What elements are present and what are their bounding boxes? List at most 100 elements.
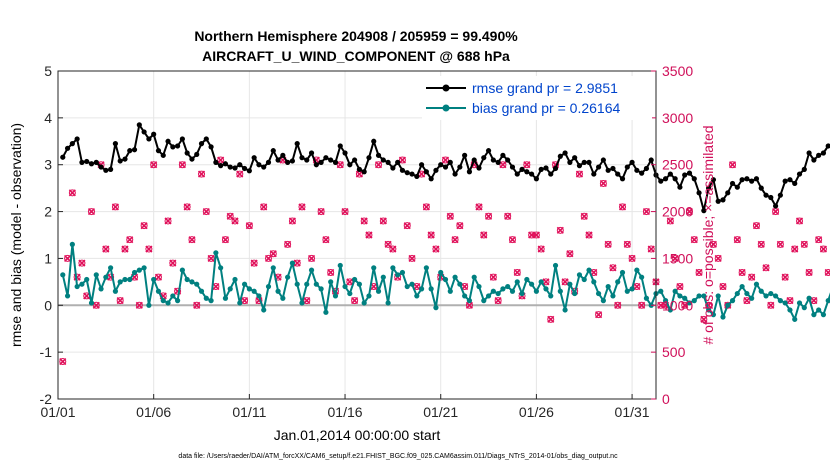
obs-assimilated-marker <box>432 245 440 253</box>
rmse-point <box>399 167 406 173</box>
x-tick-label: 01/26 <box>519 404 554 420</box>
obs-assimilated-marker <box>212 282 220 291</box>
y-left-tick-label: 0 <box>44 297 52 313</box>
rmse-point <box>701 208 707 214</box>
obs-possible-marker <box>336 161 344 169</box>
obs-possible-marker <box>408 254 416 262</box>
obs-assimilated-marker <box>102 245 110 253</box>
obs-possible-marker <box>432 245 440 253</box>
obs-assimilated-marker <box>475 203 483 211</box>
bias-series <box>60 241 830 322</box>
bias-point <box>289 260 296 266</box>
rmse-point <box>151 131 157 137</box>
obs-assimilated-marker <box>446 212 454 220</box>
bias-point <box>624 288 630 294</box>
obs-assimilated-marker <box>398 156 407 164</box>
bias-point <box>749 295 755 301</box>
obs-possible-marker <box>556 226 564 234</box>
obs-possible-marker <box>59 358 67 366</box>
axis-ticks: 01/01 01/06 01/11 01/16 01/21 01/26 01/31 -2 -1 0… <box>40 63 694 420</box>
obs-possible-marker <box>360 217 368 225</box>
rmse-point <box>371 138 377 144</box>
obs-possible-marker <box>757 240 765 248</box>
obs-possible-marker <box>743 297 751 305</box>
obs-possible-marker <box>599 179 607 187</box>
obs-assimilated-marker <box>293 259 301 267</box>
bias-point <box>706 307 712 313</box>
bias-point <box>725 302 731 308</box>
bias-point <box>261 307 267 313</box>
obs-possible-marker <box>217 156 225 164</box>
obs-assimilated-marker <box>743 297 751 305</box>
obs-assimilated-marker <box>202 208 210 216</box>
rmse-point <box>64 145 71 151</box>
bias-point <box>734 290 740 297</box>
bias-point <box>356 281 362 287</box>
obs-assimilated-marker <box>800 240 808 248</box>
bias-point <box>820 312 827 318</box>
obs-possible-marker <box>341 208 349 216</box>
rmse-point <box>155 148 162 154</box>
x-tick-label: 01/01 <box>40 404 75 420</box>
obs-possible-marker <box>719 283 727 291</box>
rmse-point <box>299 155 305 161</box>
obs-assimilated-marker <box>327 268 335 277</box>
obs-possible-marker <box>485 212 493 220</box>
obs-possible-marker <box>623 240 631 248</box>
bias-point <box>682 295 688 301</box>
obs-assimilated-marker <box>217 156 225 164</box>
obs-assimilated-marker <box>786 297 794 305</box>
obs-assimilated-marker <box>647 245 655 253</box>
rmse-point <box>629 159 635 165</box>
obs-assimilated-marker <box>422 203 430 211</box>
obs-assimilated-marker <box>317 208 325 216</box>
bias-point <box>361 300 367 306</box>
rmse-point <box>600 157 606 163</box>
obs-possible-marker <box>595 311 603 319</box>
rmse-point <box>500 152 506 158</box>
obs-possible-marker <box>547 315 555 323</box>
obs-assimilated-marker <box>494 297 502 305</box>
obs-possible-marker <box>78 259 86 267</box>
rmse-point <box>323 155 329 161</box>
obs-possible-marker <box>614 301 622 309</box>
rmse-point <box>179 136 185 142</box>
legend-bias-label: bias grand pr = 0.26164 <box>472 100 620 116</box>
obs-possible-marker <box>245 222 253 230</box>
obs-possible-marker <box>676 283 684 291</box>
bias-point <box>155 288 162 294</box>
bias-point <box>414 293 420 299</box>
y-right-tick-label: 3500 <box>662 63 693 79</box>
bias-point <box>768 290 774 297</box>
obs-possible-marker <box>681 301 689 309</box>
bias-point <box>184 276 190 283</box>
obs-assimilated-marker <box>700 315 708 323</box>
obs-assimilated-marker <box>255 297 263 305</box>
rmse-point <box>595 164 602 170</box>
obs-assimilated-marker <box>183 203 191 211</box>
rmse-point <box>184 150 190 156</box>
rmse-series <box>60 122 830 214</box>
rmse-point <box>734 184 740 190</box>
rmse-point <box>706 185 712 191</box>
bias-point <box>462 293 468 299</box>
bias-point <box>213 250 219 256</box>
bias-point <box>586 267 592 273</box>
obs-assimilated-marker <box>752 222 761 230</box>
rmse-point <box>639 170 645 176</box>
rmse-point <box>428 176 434 182</box>
bias-point <box>457 281 463 287</box>
rmse-point <box>634 167 640 173</box>
obs-assimilated-marker <box>685 208 694 216</box>
obs-possible-marker <box>508 236 516 244</box>
y-axis-right-label: # of obs: o=possible; ×=assimilated <box>700 125 716 344</box>
bias-point <box>524 276 530 283</box>
rmse-point <box>447 159 453 165</box>
bias-point <box>237 300 243 306</box>
rmse-point <box>227 164 233 170</box>
rmse-point <box>246 168 252 174</box>
bias-point <box>69 241 75 247</box>
bias-point <box>241 281 248 287</box>
bias-point <box>275 288 281 294</box>
